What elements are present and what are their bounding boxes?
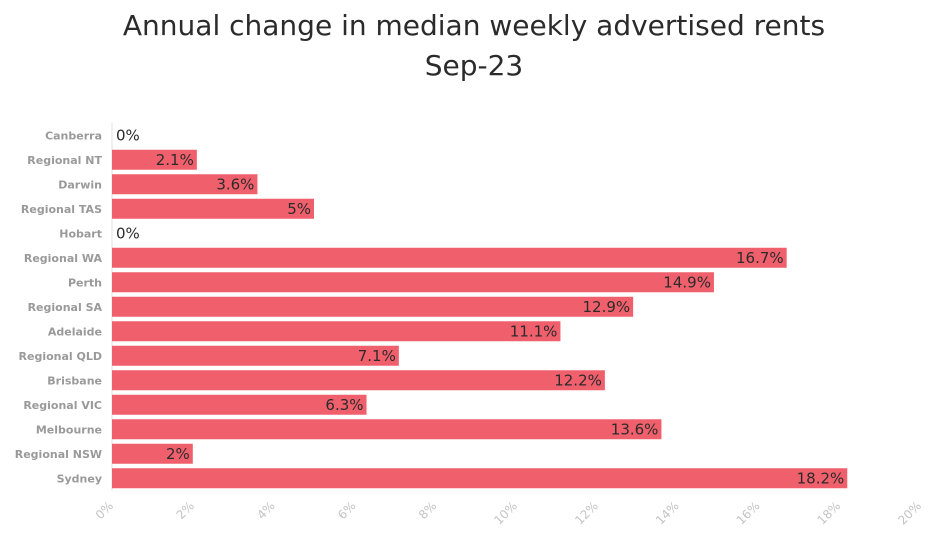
data-label: 5%	[287, 200, 311, 218]
data-label: 3.6%	[216, 175, 254, 193]
bar	[112, 419, 662, 440]
x-tick-label: 20%	[895, 499, 924, 528]
bar	[112, 272, 714, 293]
bar	[112, 394, 367, 415]
x-tick-label: 8%	[416, 499, 439, 522]
bar	[112, 247, 787, 268]
x-tick-label: 12%	[572, 499, 601, 528]
category-label: Brisbane	[47, 374, 102, 387]
data-label: 6.3%	[325, 396, 363, 414]
bar	[112, 321, 561, 342]
category-label: Regional SA	[28, 301, 103, 314]
x-tick-label: 2%	[174, 499, 197, 522]
bar	[112, 345, 399, 366]
data-label: 16.7%	[736, 249, 784, 267]
bar	[112, 468, 848, 489]
category-label: Canberra	[45, 129, 102, 142]
bar	[112, 174, 258, 195]
category-label: Adelaide	[48, 325, 102, 338]
bar	[112, 296, 634, 317]
category-label: Regional VIC	[23, 399, 102, 412]
category-label: Regional QLD	[19, 350, 102, 363]
x-tick-label: 10%	[491, 499, 520, 528]
category-label: Regional WA	[24, 252, 103, 265]
data-label: 12.9%	[583, 298, 631, 316]
x-tick-label: 16%	[734, 499, 763, 528]
data-label: 2%	[166, 445, 190, 463]
category-label: Hobart	[59, 227, 102, 240]
chart-title: Annual change in median weekly advertise…	[123, 9, 825, 42]
x-tick-label: 14%	[653, 499, 682, 528]
data-label: 2.1%	[156, 151, 194, 169]
x-tick-label: 18%	[815, 499, 844, 528]
x-tick-label: 0%	[93, 499, 116, 522]
bar	[112, 370, 605, 391]
category-label: Regional TAS	[21, 203, 102, 216]
plot-area: Canberra 0% Regional NT 2.1% Darwin 3.6% Regio…	[15, 123, 924, 527]
category-label: Regional NSW	[15, 448, 102, 461]
data-label: 12.2%	[554, 371, 602, 389]
data-label: 14.9%	[663, 273, 711, 291]
data-label: 0%	[116, 224, 140, 242]
data-label: 11.1%	[510, 322, 558, 340]
category-label: Sydney	[57, 472, 102, 485]
x-tick-label: 4%	[254, 499, 277, 522]
category-label: Perth	[68, 276, 102, 289]
bar	[112, 198, 314, 219]
x-tick-label: 6%	[335, 499, 358, 522]
bar	[112, 149, 197, 170]
category-label: Darwin	[58, 178, 102, 191]
category-label: Regional NT	[27, 154, 102, 167]
bar	[112, 443, 193, 464]
data-label: 13.6%	[611, 420, 659, 438]
chart-subtitle: Sep-23	[425, 49, 524, 82]
data-label: 18.2%	[797, 469, 845, 487]
data-label: 7.1%	[358, 347, 396, 365]
category-label: Melbourne	[36, 423, 102, 436]
data-label: 0%	[116, 126, 140, 144]
